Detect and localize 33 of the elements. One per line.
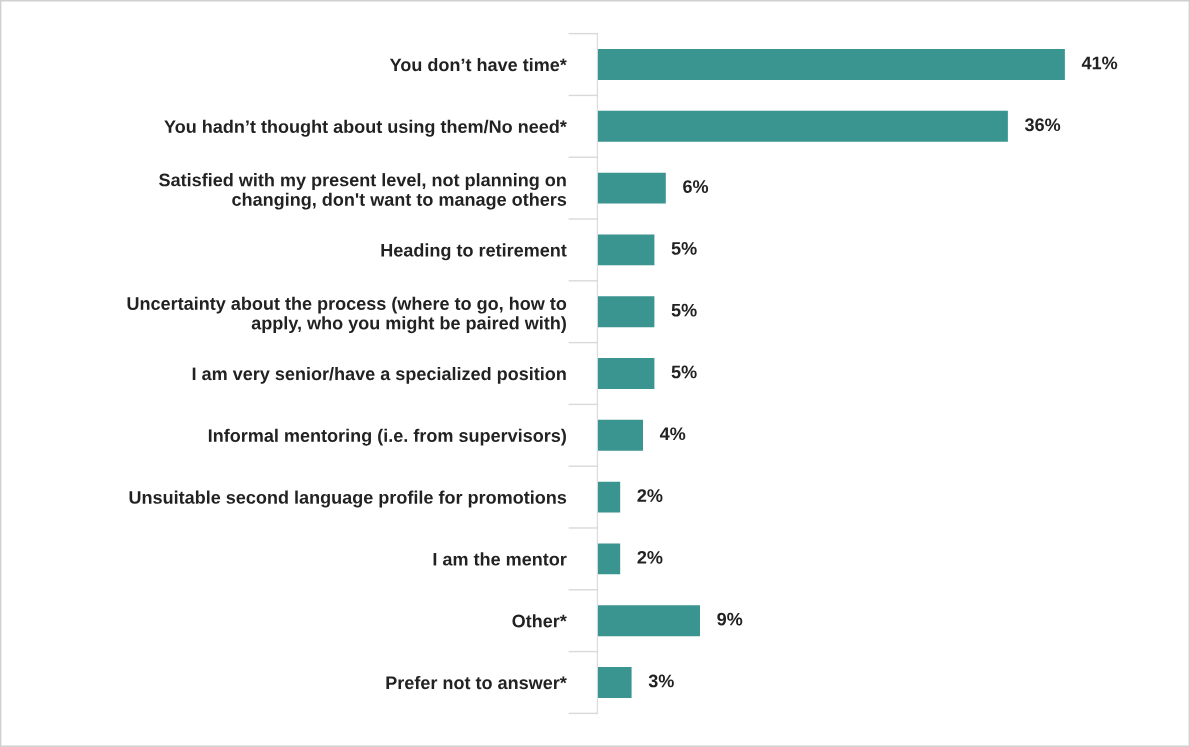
- y-tick-label: Other*: [512, 614, 567, 628]
- bar: [597, 110, 1008, 142]
- y-tick-label: Satisfied with my present level, not planning on changing, don't want to manage others: [159, 173, 567, 210]
- y-tick-label: You hadn’t thought about using them/No need*: [164, 119, 567, 137]
- data-label: 5%: [671, 365, 697, 379]
- y-tick-label: Prefer not to answer*: [386, 675, 567, 690]
- data-label: 4%: [659, 427, 686, 441]
- data-label: 5%: [671, 242, 697, 255]
- bar: [597, 419, 643, 451]
- y-tick-label: I am very senior/have a specialized position: [192, 366, 566, 384]
- y-tick-label: Unsuitable second language profile for promotions: [129, 490, 567, 508]
- bar: [597, 605, 700, 637]
- data-label: 2%: [637, 489, 663, 502]
- data-label: 36%: [1024, 118, 1061, 132]
- bar: [597, 296, 655, 328]
- bar: [597, 358, 655, 389]
- bar: [597, 543, 621, 575]
- y-tick-label: Informal mentoring (i.e. from supervisors): [208, 428, 566, 446]
- y-tick-label: You don’t have time*: [389, 57, 567, 72]
- data-label: 41%: [1081, 56, 1118, 70]
- data-label: 6%: [683, 180, 709, 193]
- data-label: 5%: [671, 303, 697, 317]
- data-label: 3%: [648, 674, 674, 688]
- bar: [597, 172, 666, 204]
- y-tick-label: Uncertainty about the process (where to go, how to apply, who you might be paired with): [127, 296, 567, 334]
- y-tick-label: I am the mentor: [433, 552, 567, 566]
- bar: [597, 667, 632, 698]
- bar: [597, 49, 1065, 80]
- data-label: 9%: [717, 612, 743, 626]
- data-label: 2%: [637, 550, 663, 564]
- y-tick-label: Heading to retirement: [381, 243, 567, 261]
- bar: [597, 481, 621, 513]
- bar: [597, 234, 655, 266]
